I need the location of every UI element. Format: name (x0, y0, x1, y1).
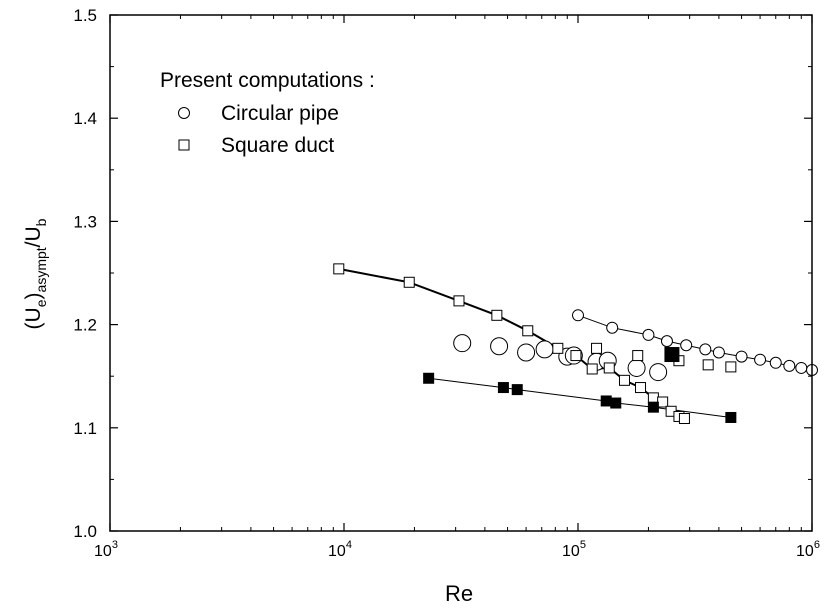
data-point (606, 321, 619, 334)
data-point (678, 413, 690, 425)
data-point (647, 392, 659, 404)
data-point (511, 384, 523, 396)
data-point (333, 263, 345, 275)
data-point (712, 346, 725, 359)
data-point (660, 335, 673, 348)
data-point (491, 309, 503, 321)
legend: Present computations : Circular pipe Squ… (160, 69, 375, 157)
data-point (627, 358, 646, 377)
data-point (702, 359, 714, 371)
data-point (490, 337, 509, 356)
data-point (600, 395, 612, 407)
data-point (497, 382, 509, 394)
y-tick-label: 1.4 (73, 109, 97, 128)
series-line (338, 267, 685, 420)
data-point (618, 374, 630, 386)
data-point (453, 334, 472, 353)
data-point (591, 342, 603, 354)
data-point (699, 343, 712, 356)
data-point (769, 356, 782, 369)
data-point (649, 363, 668, 382)
y-tick-label: 1.0 (73, 522, 97, 541)
data-point (522, 325, 534, 337)
y-tick-label: 1.5 (73, 6, 97, 25)
legend-title: Present computations : (160, 69, 375, 92)
data-point (735, 350, 748, 363)
data-point (783, 359, 796, 372)
data-point (570, 350, 582, 362)
data-point (535, 340, 554, 359)
plot-frame (109, 14, 813, 532)
x-tick-label: 103 (94, 539, 118, 560)
data-point (403, 276, 415, 288)
data-point (423, 372, 435, 384)
data-point (572, 309, 584, 322)
data-point (657, 396, 669, 408)
series-line (428, 377, 731, 418)
data-point (603, 362, 615, 374)
data-point (610, 397, 622, 409)
data-point (552, 342, 564, 354)
legend-marker-circle (178, 107, 190, 119)
legend-marker-square (178, 139, 190, 151)
legend-label-square-duct: Square duct (221, 134, 334, 157)
data-point (725, 411, 737, 423)
data-point (642, 328, 655, 341)
data-point (664, 347, 680, 363)
data-point (632, 350, 644, 362)
data-point (453, 295, 465, 307)
plot-marks (333, 263, 818, 425)
x-axis-label: Re (445, 581, 473, 606)
data-point (517, 343, 536, 362)
y-tick-label: 1.2 (73, 316, 97, 335)
y-tick-label: 1.3 (73, 212, 97, 231)
x-tick-label: 104 (328, 539, 352, 560)
data-point (647, 401, 659, 413)
y-axis-label: (Ue)asympt/Ub (22, 218, 49, 329)
data-point (795, 361, 808, 374)
data-point (635, 382, 647, 394)
axes: 103 104 105 106 1.0 1.1 1.2 1.3 1.4 1.5 (73, 6, 820, 560)
x-tick-label: 105 (562, 539, 586, 560)
data-point (680, 339, 693, 352)
data-point (586, 363, 598, 375)
y-tick-label: 1.1 (73, 419, 97, 438)
data-point (725, 361, 737, 373)
x-tick-label: 106 (796, 539, 820, 560)
legend-label-circular-pipe: Circular pipe (221, 102, 339, 125)
data-point (754, 353, 767, 366)
